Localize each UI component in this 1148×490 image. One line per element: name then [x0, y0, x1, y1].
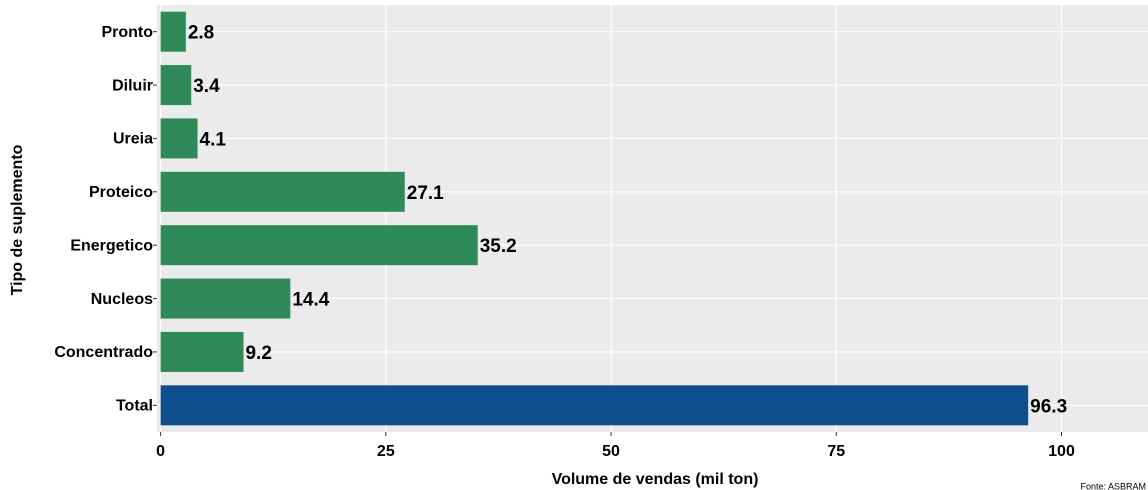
value-label: 9.2	[245, 343, 271, 364]
y-axis-title: Tipo de suplemento	[9, 144, 26, 295]
value-label: 4.1	[200, 129, 227, 150]
panel	[157, 5, 1148, 432]
y-tick-label: Total	[116, 398, 153, 415]
x-tick-label: 50	[602, 443, 620, 460]
x-tick-label: 0	[156, 443, 165, 460]
bar	[160, 278, 291, 319]
x-axis-title: Volume de vendas (mil ton)	[552, 471, 759, 488]
value-label: 14.4	[292, 290, 329, 311]
caption: Fonte: ASBRAM	[1080, 481, 1146, 490]
y-tick-label: Concentrado	[54, 344, 153, 361]
value-label: 3.4	[193, 76, 220, 97]
x-tick-label: 100	[1048, 443, 1075, 460]
bar	[160, 225, 478, 266]
value-label: 35.2	[480, 236, 517, 257]
x-tick-label: 75	[827, 443, 845, 460]
x-tick-label: 25	[377, 443, 395, 460]
bar	[160, 65, 192, 106]
bar	[160, 171, 405, 212]
y-tick-label: Pronto	[101, 24, 153, 41]
bar	[160, 385, 1029, 426]
y-tick-label: Ureia	[113, 131, 153, 148]
value-label: 27.1	[407, 183, 444, 204]
y-tick-label: Proteico	[89, 184, 153, 201]
value-label: 96.3	[1030, 396, 1067, 417]
bar	[160, 331, 244, 372]
value-label: 2.8	[188, 23, 214, 44]
y-tick-label: Diluir	[112, 77, 153, 94]
bar	[160, 118, 198, 159]
bar	[160, 11, 186, 52]
y-tick-label: Energetico	[70, 237, 153, 254]
y-tick-label: Nucleos	[91, 291, 153, 308]
